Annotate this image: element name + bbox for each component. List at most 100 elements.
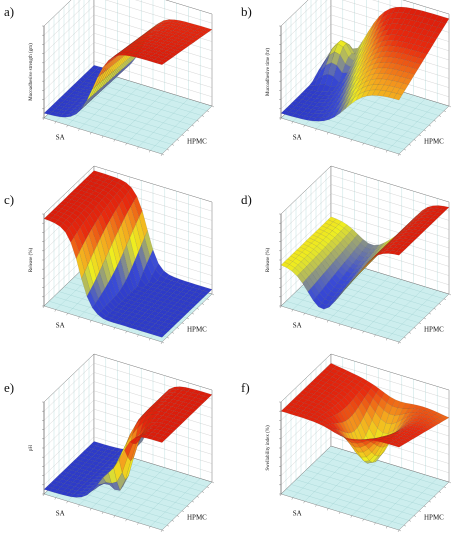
- tick-labels: [42, 213, 215, 345]
- grid-line: [387, 198, 438, 339]
- tick-mark: [149, 150, 151, 153]
- tick-mark: [403, 525, 407, 527]
- tick-mark: [149, 526, 151, 529]
- tick-mark: [448, 481, 452, 484]
- y-axis-label: HPMC: [424, 514, 444, 522]
- tick-mark: [428, 313, 432, 315]
- z-axis-label: Mucoadhesive time (hr): [266, 48, 271, 96]
- tick-mark: [291, 309, 293, 312]
- tick-mark: [196, 496, 200, 498]
- surface-facet: [156, 437, 166, 443]
- tick-mark: [291, 121, 293, 124]
- surface-facet: [156, 60, 166, 65]
- tick-mark: [181, 510, 185, 512]
- grid-line: [43, 51, 213, 100]
- tick-mark: [125, 331, 127, 334]
- tick-mark: [171, 520, 175, 522]
- grid-line: [280, 193, 450, 242]
- tick-mark: [350, 139, 352, 142]
- tick-mark: [418, 510, 422, 512]
- tick-mark: [350, 515, 352, 518]
- grid-line: [43, 363, 213, 412]
- y-axis-label: HPMC: [187, 138, 207, 146]
- grid-line: [79, 0, 130, 129]
- tick-mark: [166, 149, 170, 151]
- tick-mark: [66, 313, 68, 316]
- grid-line: [295, 387, 415, 516]
- tick-mark: [54, 121, 56, 124]
- tick-mark: [186, 317, 190, 320]
- tick-mark: [279, 305, 282, 309]
- tick-mark: [149, 338, 151, 341]
- tick-mark: [191, 125, 195, 127]
- tick-mark: [291, 497, 293, 500]
- tick-mark: [374, 334, 376, 337]
- tick-mark: [90, 132, 92, 135]
- tick-mark: [315, 504, 317, 507]
- panel-letter: b): [241, 4, 252, 19]
- tick-mark: [386, 150, 388, 153]
- tick-mark: [196, 120, 200, 122]
- tick-mark: [386, 338, 388, 341]
- grid-line: [300, 194, 420, 323]
- tick-mark: [428, 501, 432, 503]
- tick-mark: [448, 105, 452, 108]
- tick-mark: [279, 117, 282, 121]
- tick-mark: [448, 293, 452, 296]
- tick-mark: [78, 504, 80, 507]
- tick-mark: [161, 341, 165, 344]
- grid-line: [328, 180, 379, 321]
- tick-mark: [78, 128, 80, 131]
- tick-mark: [438, 303, 442, 305]
- z-axis-label: pH: [29, 445, 34, 452]
- tick-mark: [303, 313, 305, 316]
- surface-facet: [393, 251, 403, 256]
- tick-mark: [186, 505, 190, 508]
- tick-mark: [413, 327, 417, 329]
- z-axis-label: Mucoadhesive strength (gm): [29, 43, 34, 101]
- surface-plot-d: d) Release (%) SA HPMC: [241, 165, 452, 345]
- tick-mark: [428, 125, 432, 127]
- tick-mark: [176, 515, 180, 517]
- grid-line: [290, 392, 410, 521]
- surface-plot-b: b) Mucoadhesive time (hr) SA HPMC: [241, 0, 452, 157]
- tick-mark: [443, 486, 447, 488]
- tick-mark: [338, 323, 341, 327]
- tick-mark: [279, 493, 282, 497]
- surface-plot-f: f) Swellability index (%) SA HPMC: [241, 353, 452, 533]
- tick-mark: [418, 134, 422, 136]
- tick-mark: [42, 117, 45, 121]
- grid-line: [285, 397, 405, 526]
- tick-mark: [397, 529, 400, 533]
- grid-line: [43, 436, 213, 485]
- tick-mark: [160, 153, 163, 157]
- surface-plot-e: e) pH SA HPMC: [4, 353, 215, 533]
- tick-mark: [438, 491, 442, 493]
- tick-mark: [206, 486, 210, 488]
- tick-mark: [66, 125, 68, 128]
- tick-mark: [176, 327, 180, 329]
- tick-mark: [315, 128, 317, 131]
- tick-mark: [181, 322, 185, 324]
- grid-line: [43, 0, 213, 36]
- grid-line: [91, 368, 142, 509]
- x-axis-label: SA: [293, 321, 302, 329]
- tick-mark: [161, 529, 165, 532]
- tick-mark: [201, 115, 205, 117]
- tick-mark: [113, 139, 115, 142]
- tick-mark: [398, 529, 402, 532]
- tick-mark: [137, 522, 139, 525]
- tick-mark: [66, 501, 68, 504]
- grid-line: [295, 199, 415, 328]
- tick-mark: [408, 520, 412, 522]
- tick-mark: [206, 298, 210, 300]
- tick-mark: [211, 293, 215, 296]
- tick-mark: [433, 120, 437, 122]
- tick-mark: [408, 332, 412, 334]
- surface-mesh: [43, 19, 213, 118]
- grid-line: [280, 184, 450, 233]
- tick-mark: [362, 331, 364, 334]
- tick-mark: [137, 334, 139, 337]
- tick-mark: [54, 497, 56, 500]
- tick-mark: [374, 146, 376, 149]
